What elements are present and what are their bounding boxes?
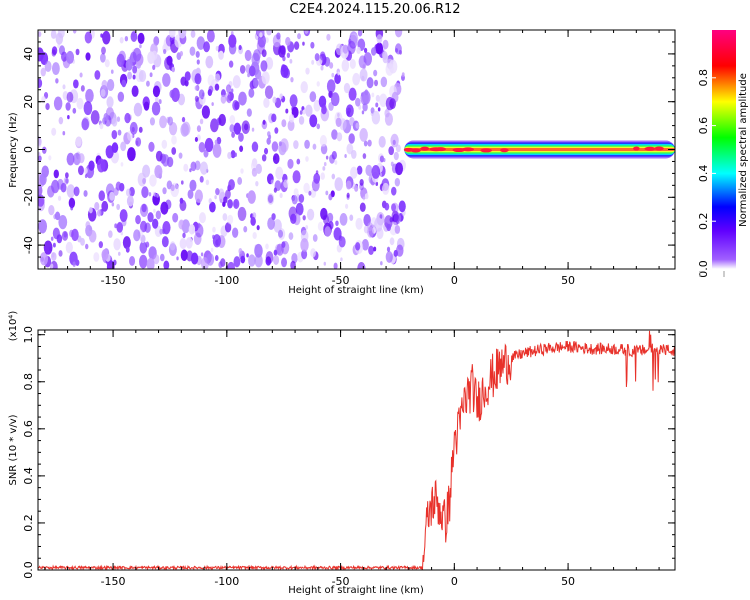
spectrogram-panel: -150 -100 -50 0 50 -40 -20 0 20 40 Height of str… — [8, 29, 676, 296]
top-y-tick-label: 40 — [22, 47, 35, 61]
bottom-x-tick-label: -150 — [101, 575, 126, 588]
top-x-tick-label: -50 — [332, 274, 350, 287]
top-x-axis: -150 -100 -50 0 50 — [44, 30, 660, 287]
bottom-y-tick-label: 0.6 — [22, 420, 35, 438]
bottom-y-scale-label: (x10⁴) — [8, 311, 19, 342]
bottom-x-axis-label: Height of straight line (km) — [288, 585, 424, 596]
bottom-plot-frame — [37, 329, 676, 571]
colorbar-tick-label: 0.0 — [697, 260, 710, 278]
colorbar-tick-label: 0.4 — [697, 165, 710, 183]
top-y-tick-label: 0 — [22, 146, 35, 153]
bottom-x-tick-label: 0 — [451, 575, 458, 588]
top-x-tick-label: 50 — [561, 274, 575, 287]
top-y-tick-label: -20 — [22, 188, 35, 206]
colorbar-gradient — [712, 30, 736, 269]
bottom-y-tick-label: 0.0 — [22, 561, 35, 579]
chart-title: C2E4.2024.115.20.06.R12 — [289, 2, 461, 17]
top-y-axis-label: Frequency (Hz) — [8, 112, 19, 188]
bottom-y-tick-label: 1.0 — [22, 326, 35, 344]
top-x-tick-label: -100 — [214, 274, 239, 287]
top-x-axis-label: Height of straight line (km) — [288, 285, 424, 296]
top-x-tick-label: 0 — [451, 274, 458, 287]
signal-band — [403, 140, 675, 159]
bottom-y-axis: 0.0 0.2 0.4 0.6 0.8 1.0 — [22, 326, 675, 579]
bottom-y-tick-label: 0.4 — [22, 467, 35, 485]
colorbar-tick-label: 0.8 — [697, 69, 710, 87]
bottom-y-axis-label: SNR (10 * v/v) — [8, 414, 19, 485]
noise-heatmap-region — [38, 30, 406, 269]
bottom-x-axis: -150 -100 -50 0 50 — [44, 330, 660, 588]
bottom-x-tick-label: -100 — [214, 575, 239, 588]
colorbar-ticks: 0.0 0.2 0.4 0.6 0.8 — [697, 69, 725, 278]
snr-series-line — [38, 330, 675, 570]
bottom-y-tick-label: 0.2 — [22, 514, 35, 532]
top-y-axis: -40 -20 0 20 40 — [22, 29, 675, 270]
colorbar: 0.0 0.2 0.4 0.6 0.8 Normalized spectral ampl… — [697, 30, 749, 278]
colorbar-label: Normalized spectral amplitude — [738, 73, 749, 227]
colorbar-tick-label: 0.6 — [697, 117, 710, 135]
top-y-tick-label: -40 — [22, 236, 35, 254]
top-y-tick-label: 20 — [22, 95, 35, 109]
bottom-x-tick-label: 50 — [561, 575, 575, 588]
bottom-x-tick-label: -50 — [332, 575, 350, 588]
snr-panel: -150 -100 -50 0 50 0.0 0.2 0.4 0.6 0.8 1.0 Height… — [8, 311, 676, 596]
top-x-tick-label: -150 — [101, 274, 126, 287]
colorbar-tick-label: 0.2 — [697, 212, 710, 230]
bottom-y-tick-label: 0.8 — [22, 373, 35, 391]
